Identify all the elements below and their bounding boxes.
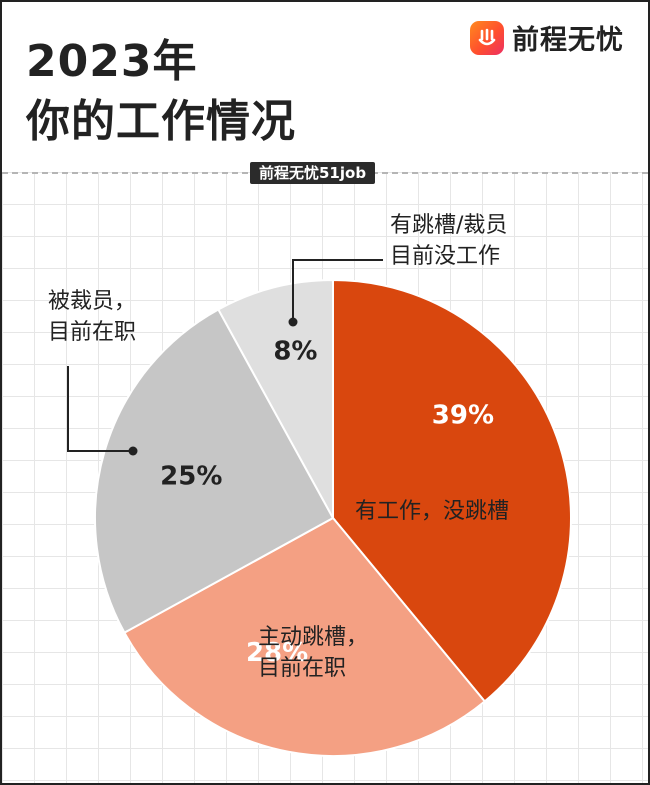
smile-hand-logo-icon [470, 20, 504, 55]
callout-jobless-line2: 目前没工作 [390, 244, 501, 269]
title-line-1: 2023年 [26, 36, 198, 87]
title-line-2: 你的工作情况 [26, 96, 296, 147]
callout-quit-line1: 主动跳槽， [258, 625, 369, 650]
callout-jobless: 有跳槽/裁员 目前没工作 [390, 210, 507, 272]
callout-no-change-line1: 有工作，没跳槽 [355, 499, 510, 524]
leader-laid-off-line [67, 366, 133, 452]
callout-laid-off: 被裁员， 目前在职 [48, 286, 136, 348]
callout-laid-off-line1: 被裁员， [48, 289, 137, 314]
leader-jobless-dot [288, 317, 298, 327]
pie-slice-4 [216, 278, 334, 519]
callout-quit: 主动跳槽， 目前在职 [258, 622, 368, 684]
pie-slice-1 [332, 278, 572, 703]
pie-slice-2 [123, 516, 487, 757]
callout-no-change: 有工作，没跳槽 [355, 496, 509, 527]
brand-name: 前程无忧 [512, 25, 624, 56]
callout-laid-off-line2: 目前在职 [48, 320, 137, 345]
source-tag: 前程无忧51job [250, 162, 376, 184]
pie-value-label-2: 28% [246, 638, 308, 668]
brand: 前程无忧 [470, 18, 624, 57]
callout-quit-line2: 目前在职 [258, 656, 347, 681]
leader-laid-off-dot [128, 446, 138, 456]
callout-jobless-line1: 有跳槽/裁员 [390, 213, 508, 238]
pie-value-label-3: 25% [160, 461, 222, 491]
leader-jobless-line [292, 259, 383, 322]
pie-value-label-4: 8% [273, 337, 317, 367]
pie-value-label-1: 39% [432, 401, 494, 431]
